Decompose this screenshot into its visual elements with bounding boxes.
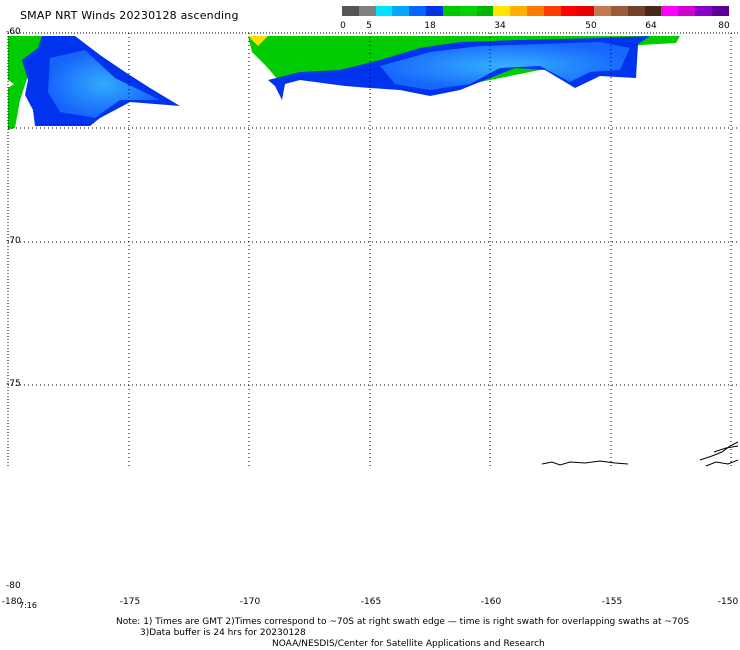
colorbar-tick: 0 — [340, 21, 346, 31]
colorbar-segment — [594, 6, 611, 16]
colorbar-segment — [644, 6, 662, 16]
colorbar-tick: 5 — [366, 21, 372, 31]
colorbar-segment — [678, 6, 696, 16]
lon-label: -170 — [239, 597, 261, 607]
lat-label: -70 — [6, 236, 21, 246]
colorbar-segment — [358, 6, 376, 16]
colorbar-segment — [375, 6, 393, 16]
swath-time-label: 7:16 — [19, 601, 37, 610]
lon-label: -175 — [119, 597, 141, 607]
right-swath — [248, 36, 680, 100]
map-title: SMAP NRT Winds 20230128 ascending — [20, 9, 239, 22]
colorbar-segment — [560, 6, 578, 16]
map-frame — [7, 32, 740, 466]
colorbar-segment — [426, 6, 443, 16]
colorbar-segment — [611, 6, 628, 16]
colorbar-segment — [577, 6, 595, 16]
colorbar-segment — [392, 6, 410, 16]
colorbar-segment — [459, 6, 477, 16]
left-swath — [8, 36, 180, 130]
lon-label: -150 — [717, 597, 739, 607]
lon-label: -155 — [601, 597, 623, 607]
note-line-1: Note: 1) Times are GMT 2)Times correspon… — [116, 617, 690, 627]
colorbar-segment — [476, 6, 494, 16]
colorbar-tick: 64 — [645, 21, 657, 31]
colorbar-segment — [526, 6, 544, 16]
colorbar-tick: 80 — [718, 21, 730, 31]
note-line-2: 3)Data buffer is 24 hrs for 20230128 — [140, 628, 306, 638]
colorbar-segment — [711, 6, 729, 16]
colorbar-tick: 34 — [494, 21, 506, 31]
colorbar-segment — [695, 6, 712, 16]
colorbar-segment — [627, 6, 645, 16]
lon-label: -165 — [360, 597, 382, 607]
gridlines — [8, 33, 740, 466]
lat-label: -80 — [6, 581, 21, 591]
colorbar-tick: 50 — [585, 21, 597, 31]
note-line-3: NOAA/NESDIS/Center for Satellite Applica… — [272, 639, 545, 649]
colorbar-segment — [409, 6, 427, 16]
colorbar-segment — [493, 6, 511, 16]
coastline — [541, 441, 739, 467]
lon-label: -180 — [1, 597, 23, 607]
colorbar-segment — [543, 6, 561, 16]
colorbar-segment — [342, 6, 359, 16]
colorbar-segment — [661, 6, 679, 16]
lat-label: -60 — [6, 27, 21, 37]
colorbar-segment — [442, 6, 460, 16]
wind-speed-colorbar — [342, 6, 729, 16]
lat-label: -75 — [6, 379, 21, 389]
colorbar-tick: 18 — [424, 21, 436, 31]
lon-label: -160 — [480, 597, 502, 607]
colorbar-segment — [510, 6, 527, 16]
